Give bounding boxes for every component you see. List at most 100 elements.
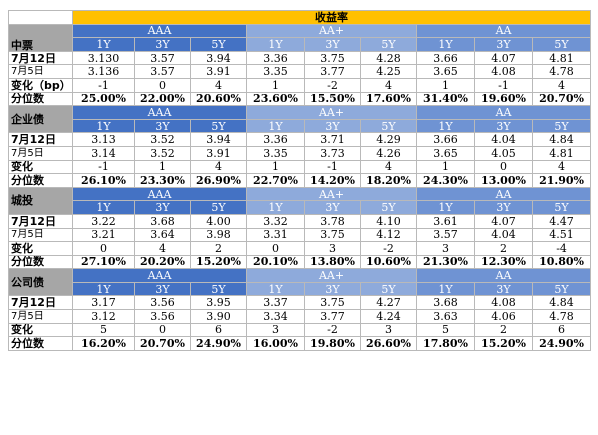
value-cell: -1 <box>304 159 361 175</box>
table-row: 分位数 27.10% 20.20% 15.20% 20.10% 13.80% 10.60% 2… <box>8 254 592 270</box>
tenor-label: 5Y <box>190 281 247 297</box>
value-cell: 17.60% <box>360 91 417 107</box>
value-cell: 19.60% <box>474 91 533 107</box>
value-cell: 3.90 <box>190 309 247 324</box>
value-cell: 22.00% <box>134 91 191 107</box>
value-cell: 3.98 <box>190 227 247 243</box>
value-cell: 26.60% <box>360 336 417 351</box>
value-cell: 1 <box>246 77 305 93</box>
value-cell: 3.52 <box>134 145 191 161</box>
value-cell: 1 <box>416 159 475 175</box>
value-cell: 3.35 <box>246 145 305 161</box>
value-cell: 15.20% <box>474 336 533 351</box>
table-row: 7月12日 3.22 3.68 4.00 3.32 3.78 4.10 3.61 4.07 4.4… <box>8 213 592 229</box>
value-cell: 21.30% <box>416 254 475 270</box>
value-cell: 4.26 <box>360 145 417 161</box>
row-label: 变化 <box>8 322 73 338</box>
value-cell: 3.21 <box>72 227 135 243</box>
value-cell: 3.94 <box>190 50 247 66</box>
value-cell: 4.07 <box>474 50 533 66</box>
tenor-label: 1Y <box>72 37 135 52</box>
row-label: 7月12日 <box>8 213 73 229</box>
row-label: 7月12日 <box>8 132 73 147</box>
tenor-label: 5Y <box>531 200 592 215</box>
table-row: 7月5日 3.12 3.56 3.90 3.34 3.77 4.24 3.63 4.06 4.78 <box>8 309 592 324</box>
tenor-label: 3Y <box>134 118 191 134</box>
table-row: 7月12日 3.17 3.56 3.95 3.37 3.75 4.27 3.68 4.08 4.8… <box>8 295 592 311</box>
table-row: 7月5日 3.136 3.57 3.91 3.35 3.77 4.25 3.65 4.08 4.7… <box>8 64 592 79</box>
value-cell: 0 <box>134 77 191 93</box>
row-label: 7月5日 <box>8 64 73 79</box>
table-row: 7月12日 3.13 3.52 3.94 3.36 3.71 4.29 3.66 4.04 4.8… <box>8 132 592 147</box>
value-cell: 15.50% <box>304 91 361 107</box>
value-cell: 20.20% <box>134 254 191 270</box>
tenor-label: 5Y <box>190 200 247 215</box>
value-cell: 3.14 <box>72 145 135 161</box>
value-cell: -2 <box>304 77 361 93</box>
row-label: 分位数 <box>8 91 73 107</box>
value-cell: 4.08 <box>474 64 533 79</box>
value-cell: 3.65 <box>416 145 475 161</box>
value-cell: 1 <box>134 159 191 175</box>
value-cell: 3.65 <box>416 64 475 79</box>
value-cell: 3.136 <box>72 64 135 79</box>
value-cell: 24.90% <box>190 336 247 351</box>
table-row: 分位数 25.00% 22.00% 20.60% 23.60% 15.50% 17.60% 3… <box>8 91 592 107</box>
value-cell: 3.75 <box>304 295 361 311</box>
section-name: 公司债 <box>8 268 73 297</box>
value-cell: 16.00% <box>246 336 305 351</box>
value-cell: -1 <box>72 77 135 93</box>
value-cell: 12.30% <box>474 254 533 270</box>
value-cell: 5 <box>416 322 475 338</box>
value-cell: 3.17 <box>72 295 135 311</box>
value-cell: 4.25 <box>360 64 417 79</box>
rating-group-label: AA <box>415 268 592 283</box>
value-cell: 3.95 <box>190 295 247 311</box>
tenor-label: 3Y <box>304 200 361 215</box>
value-cell: 4 <box>360 159 417 175</box>
rating-group-label: AAA <box>72 268 247 283</box>
tenor-label: 3Y <box>304 118 361 134</box>
value-cell: 3.91 <box>190 64 247 79</box>
rating-group-label: AA+ <box>246 186 417 202</box>
value-cell: -2 <box>360 241 417 256</box>
section-tenor-row: 1Y 3Y 5Y 1Y 3Y 5Y 1Y 3Y 5Y <box>9 200 592 215</box>
value-cell: 19.80% <box>304 336 361 351</box>
value-cell: 4.78 <box>531 309 592 324</box>
value-cell: 1 <box>416 77 475 93</box>
rating-group-label: AAA <box>72 23 247 39</box>
value-cell: 4.84 <box>531 295 592 311</box>
tenor-label: 1Y <box>72 118 135 134</box>
value-cell: 4.47 <box>531 213 592 229</box>
value-cell: 23.60% <box>246 91 305 107</box>
value-cell: 4.12 <box>360 227 417 243</box>
value-cell: 13.80% <box>304 254 361 270</box>
value-cell: 20.10% <box>246 254 305 270</box>
yield-table: 收益率 中票 AAA AA+ AA 1Y 3Y 5Y 1Y 3Y 5Y 1Y 3Y 5Y 7月12日 3.1… <box>8 10 592 351</box>
value-cell: 31.40% <box>416 91 475 107</box>
table-row: 分位数 26.10% 23.30% 26.90% 22.70% 14.20% 18.20% 2… <box>8 173 592 188</box>
section-name: 城投 <box>8 186 73 215</box>
value-cell: 3.13 <box>72 132 135 147</box>
value-cell: 3.56 <box>134 295 191 311</box>
value-cell: 3.56 <box>134 309 191 324</box>
table-row: 变化 5 0 6 3 -2 3 5 2 6 <box>8 322 592 338</box>
value-cell: 14.20% <box>304 173 361 188</box>
value-cell: -2 <box>304 322 361 338</box>
value-cell: -1 <box>72 159 135 175</box>
value-cell: 0 <box>246 241 305 256</box>
value-cell: 4.04 <box>474 132 533 147</box>
value-cell: 4.81 <box>531 145 592 161</box>
rating-group-label: AA <box>415 186 592 202</box>
value-cell: 3.36 <box>246 132 305 147</box>
value-cell: 2 <box>474 241 533 256</box>
value-cell: 4.04 <box>474 227 533 243</box>
value-cell: 3.61 <box>416 213 475 229</box>
corner-cell <box>8 10 73 25</box>
value-cell: 3.71 <box>304 132 361 147</box>
value-cell: 4 <box>190 77 247 93</box>
value-cell: 10.80% <box>531 254 592 270</box>
value-cell: 3.32 <box>246 213 305 229</box>
value-cell: 2 <box>474 322 533 338</box>
tenor-label: 3Y <box>474 281 533 297</box>
